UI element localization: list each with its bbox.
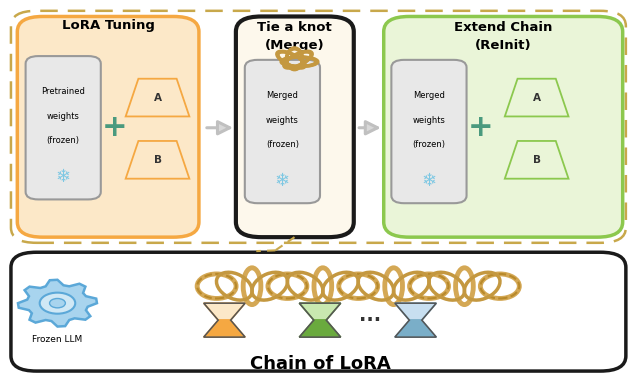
Polygon shape (505, 79, 568, 116)
Text: Pretrained: Pretrained (41, 87, 85, 97)
FancyBboxPatch shape (26, 56, 100, 200)
FancyBboxPatch shape (392, 60, 467, 203)
FancyBboxPatch shape (236, 16, 354, 237)
Text: A: A (532, 93, 541, 103)
FancyBboxPatch shape (384, 16, 623, 237)
Polygon shape (300, 303, 340, 320)
Text: (frozen): (frozen) (266, 140, 299, 149)
Polygon shape (395, 320, 436, 337)
Text: A: A (154, 93, 161, 103)
Text: +: + (468, 113, 493, 142)
Text: B: B (154, 155, 161, 165)
Polygon shape (125, 141, 189, 179)
Text: Chain of LoRA: Chain of LoRA (250, 355, 390, 372)
Text: LoRA Tuning: LoRA Tuning (62, 19, 155, 32)
Polygon shape (300, 320, 340, 337)
Text: (frozen): (frozen) (412, 140, 445, 149)
Text: +: + (102, 113, 127, 142)
Polygon shape (395, 303, 436, 320)
Text: (frozen): (frozen) (47, 136, 80, 146)
Text: Merged: Merged (413, 91, 445, 100)
Text: (ReInit): (ReInit) (476, 40, 532, 52)
Text: weights: weights (47, 112, 79, 121)
Text: Tie a knot: Tie a knot (257, 21, 332, 34)
Polygon shape (125, 79, 189, 116)
Circle shape (49, 298, 65, 308)
Text: ❄: ❄ (56, 168, 71, 186)
Text: ❄: ❄ (421, 171, 436, 190)
Text: Extend Chain: Extend Chain (454, 21, 553, 34)
Text: Frozen LLM: Frozen LLM (33, 335, 83, 344)
Text: ❄: ❄ (275, 171, 290, 190)
Polygon shape (505, 141, 568, 179)
Text: B: B (532, 155, 541, 165)
Polygon shape (204, 303, 245, 320)
Text: (Merge): (Merge) (265, 40, 324, 52)
FancyBboxPatch shape (245, 60, 320, 203)
Polygon shape (204, 320, 245, 337)
FancyBboxPatch shape (17, 16, 199, 237)
Text: weights: weights (413, 116, 445, 125)
Text: weights: weights (266, 116, 299, 125)
FancyBboxPatch shape (11, 252, 626, 371)
Polygon shape (18, 280, 97, 326)
Circle shape (40, 293, 76, 314)
Text: ···: ··· (358, 310, 381, 329)
Text: Merged: Merged (266, 91, 298, 100)
